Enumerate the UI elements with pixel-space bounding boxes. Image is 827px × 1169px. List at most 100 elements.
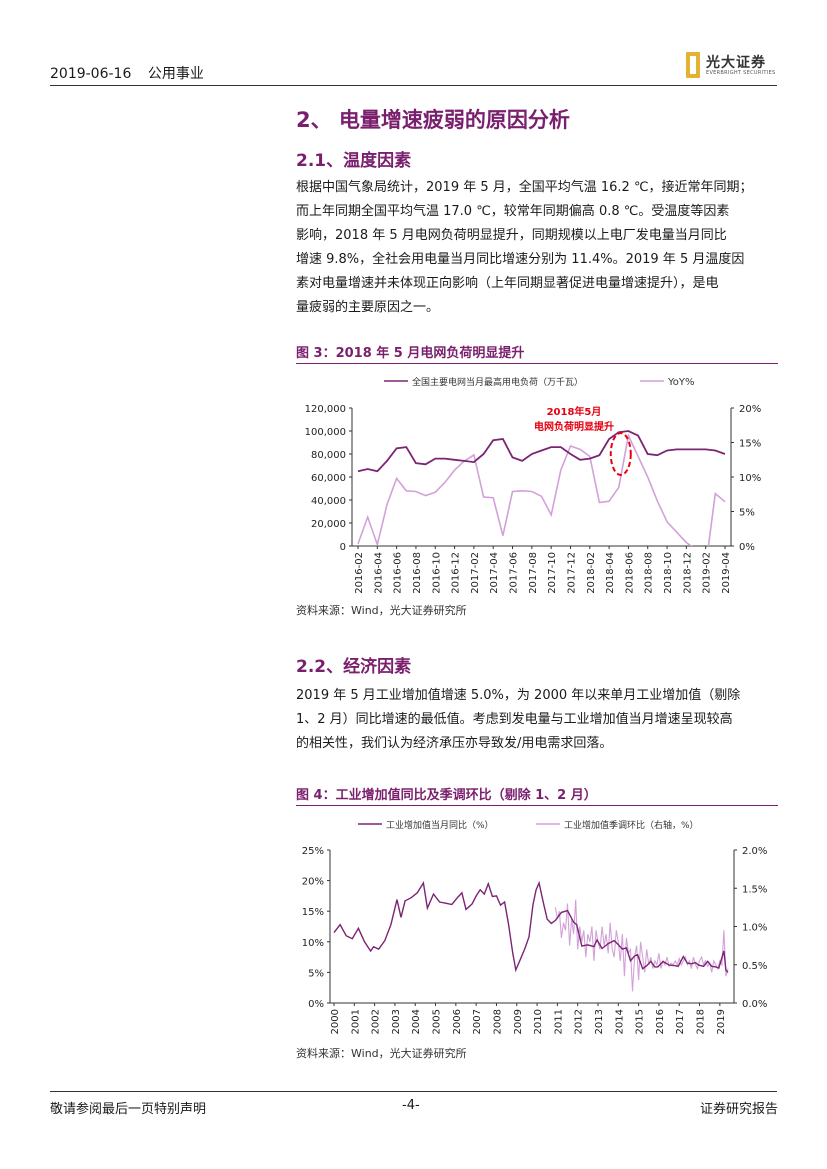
x-tick-label: 2016-04 [373, 552, 384, 594]
y-tick-label-right: 0.0% [742, 999, 767, 1010]
legend-label-yoy: 工业增加值当月同比（%） [386, 819, 494, 831]
y-tick-label-left: 120,000 [305, 404, 346, 415]
x-tick-label: 2018-06 [624, 552, 635, 594]
y-tick-label-left: 5% [308, 968, 324, 979]
figure4-rule [296, 805, 778, 806]
footer-report-type: 证券研究报告 [700, 1102, 779, 1117]
text-line: 1、2 月）同比增速的最低值。考虑到发电量与工业增加值当月增速呈现较高 [296, 712, 733, 727]
y-tick-label-left: 80,000 [311, 450, 346, 461]
x-tick-label: 2018 [696, 1009, 707, 1034]
annotation-ellipse [609, 432, 632, 476]
logo-mark-icon [686, 52, 700, 78]
x-tick-label: 2014 [614, 1009, 625, 1034]
x-tick-label: 2009 [513, 1009, 524, 1034]
y-tick-label-left: 0% [308, 999, 324, 1010]
x-tick-label: 2017-08 [528, 552, 539, 594]
figure3-chart: 全国主要电网当月最高用电负荷（万千瓦） YoY% 0 20,000 40,000 60,0… [305, 376, 762, 594]
series-line-yoy [357, 433, 726, 546]
x-tick-label: 2018-02 [586, 552, 597, 594]
x-tick-label: 2006 [452, 1009, 463, 1034]
x-tick-label: 2016-10 [431, 552, 442, 594]
header-rule [50, 85, 777, 86]
y-tick-label-left: 10% [302, 938, 324, 949]
figure4-chart: 工业增加值当月同比（%） 工业增加值季调环比（右轴，%） 0% 5% 10% 15% 20%… [302, 819, 768, 1034]
x-tick-label: 2007 [472, 1009, 483, 1034]
y-tick-label-right: 0.5% [742, 961, 767, 972]
x-tick-label: 2004 [411, 1009, 422, 1034]
text-line: 增速 9.8%，全社会用电量当月同比增速分别为 11.4%。2019 年 5 月… [296, 252, 745, 267]
y-tick-label-left: 0 [340, 542, 346, 553]
text-line: 影响，2018 年 5 月电网负荷明显提升，同期规模以上电厂发电量当月同比 [296, 228, 727, 243]
x-tick-label: 2017-10 [547, 552, 558, 594]
x-tick-label: 2019-02 [702, 552, 713, 594]
legend-label-load: 全国主要电网当月最高用电负荷（万千瓦） [412, 376, 583, 388]
x-tick-label: 2016-06 [393, 552, 404, 594]
figure3-title: 图 3：2018 年 5 月电网负荷明显提升 [296, 346, 525, 361]
y-tick-label-left: 100,000 [305, 427, 346, 438]
x-tick-label: 2010 [533, 1009, 544, 1034]
annotation-label: 电网负荷明显提升 [534, 420, 614, 433]
text-line: 的相关性，我们认为经济承压亦导致发/用电需求回落。 [296, 736, 613, 751]
page-header: 2019-06-16 公用事业 [50, 63, 216, 83]
x-tick-label: 2013 [594, 1009, 605, 1034]
x-tick-label: 2016-02 [354, 552, 365, 594]
y-tick-label-right: 0% [739, 542, 755, 553]
y-tick-label-left: 25% [302, 846, 324, 857]
figure4-title: 图 4：工业增加值同比及季调环比（剔除 1、2 月） [296, 788, 597, 803]
x-tick-label: 2016 [655, 1009, 666, 1034]
x-tick-label: 2003 [391, 1009, 402, 1034]
legend-label-yoy: YoY% [667, 377, 695, 388]
legend-label-mom: 工业增加值季调环比（右轴，%） [564, 819, 699, 831]
x-tick-label: 2016-08 [412, 552, 423, 594]
y-tick-label-right: 10% [739, 473, 761, 484]
y-tick-label-left: 15% [302, 907, 324, 918]
x-tick-label: 2000 [330, 1009, 341, 1034]
x-tick-label: 2002 [371, 1009, 382, 1034]
report-date: 2019-06-16 [50, 66, 132, 82]
footer-rule [50, 1091, 777, 1092]
section-title: 2、 电量增速疲弱的原因分析 [296, 108, 570, 132]
x-tick-label: 2017-06 [509, 552, 520, 594]
x-tick-label: 2016-12 [451, 552, 462, 594]
x-tick-label: 2015 [635, 1009, 646, 1034]
x-tick-label: 2018-08 [644, 552, 655, 594]
x-tick-label: 2017 [675, 1009, 686, 1034]
page-number: -4- [402, 1098, 420, 1113]
temperature-paragraph: 根据中国气象局统计，2019 年 5 月，全国平均气温 16.2 ℃，接近常年同… [296, 176, 778, 320]
series-line-yoy [333, 880, 729, 973]
series-line-load [357, 430, 726, 473]
y-tick-label-right: 1.5% [742, 884, 767, 895]
annotation-label: 2018年5月 [547, 405, 602, 418]
logo: 光大证券 EVERBRIGHT SECURITIES [686, 52, 778, 80]
x-tick-label: 2018-04 [605, 552, 616, 594]
x-tick-label: 2019 [716, 1009, 727, 1034]
sector-label: 公用事业 [147, 66, 204, 82]
text-line: 素对电量增速并未体现正向影响（上年同期显著促进电量增速提升），是电 [296, 276, 719, 291]
y-tick-label-left: 20,000 [311, 519, 346, 530]
y-tick-label-right: 2.0% [742, 846, 767, 857]
x-tick-label: 2019-04 [721, 552, 732, 594]
economy-paragraph: 2019 年 5 月工业增加值增速 5.0%，为 2000 年以来单月工业增加值… [296, 684, 778, 756]
x-tick-label: 2018-12 [682, 552, 693, 594]
text-line: 根据中国气象局统计，2019 年 5 月，全国平均气温 16.2 ℃，接近常年同… [296, 180, 753, 195]
x-tick-label: 2008 [492, 1009, 503, 1034]
y-tick-label-left: 40,000 [311, 496, 346, 507]
x-tick-label: 2005 [432, 1009, 443, 1034]
x-tick-label: 2017-04 [489, 552, 500, 594]
subsection-title-economy: 2.2、经济因素 [296, 657, 412, 677]
logo-text-cn: 光大证券 [706, 55, 766, 71]
footer-disclaimer: 敬请参阅最后一页特别声明 [50, 1102, 207, 1117]
figure3-source: 资料来源：Wind，光大证券研究所 [296, 604, 467, 617]
subsection-title-temperature: 2.1、温度因素 [296, 151, 412, 171]
x-tick-label: 2017-02 [470, 552, 481, 594]
text-line: 而上年同期全国平均气温 17.0 ℃，较常年同期偏高 0.8 ℃。受温度等因素 [296, 204, 730, 219]
logo-text-en: EVERBRIGHT SECURITIES [706, 70, 776, 76]
x-tick-label: 2012 [574, 1009, 585, 1034]
x-tick-label: 2017-12 [566, 552, 577, 594]
text-line: 2019 年 5 月工业增加值增速 5.0%，为 2000 年以来单月工业增加值… [296, 688, 741, 703]
series-line-mom [554, 899, 729, 992]
x-tick-label: 2001 [350, 1009, 361, 1034]
x-tick-label: 2018-10 [663, 552, 674, 594]
figure4-source: 资料来源：Wind，光大证券研究所 [296, 1047, 467, 1060]
x-tick-label: 2011 [553, 1009, 564, 1034]
